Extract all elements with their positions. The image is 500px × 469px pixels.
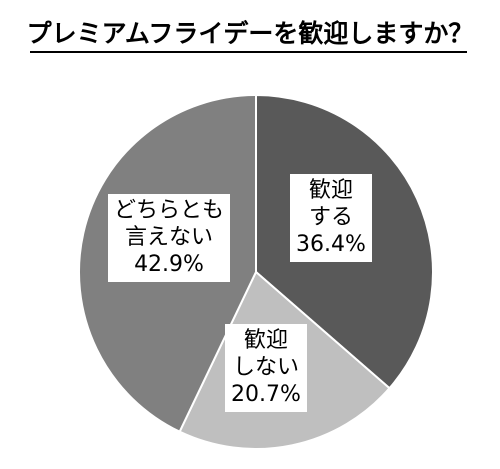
slice-label-line: 歓迎	[308, 178, 353, 203]
slice-label-line: 歓迎	[243, 328, 288, 353]
slice-label-line: する	[308, 204, 353, 230]
slice-label-line: しない	[232, 354, 299, 380]
title-underline	[30, 51, 467, 53]
chart-title: プレミアムフライデーを歓迎しますか？	[26, 19, 474, 48]
slice-label-not-welcome: 歓迎 しない 20.7%	[225, 324, 307, 413]
slice-label-line: 言えない	[125, 224, 214, 250]
slice-value: 36.4%	[296, 231, 366, 257]
slice-value: 42.9%	[134, 251, 204, 277]
slice-label-welcome: 歓迎 する 36.4%	[290, 174, 372, 263]
slice-label-line: どちらとも	[114, 198, 225, 223]
slice-label-undecided: どちらとも 言えない 42.9%	[108, 194, 231, 283]
slice-value: 20.7%	[231, 381, 301, 407]
